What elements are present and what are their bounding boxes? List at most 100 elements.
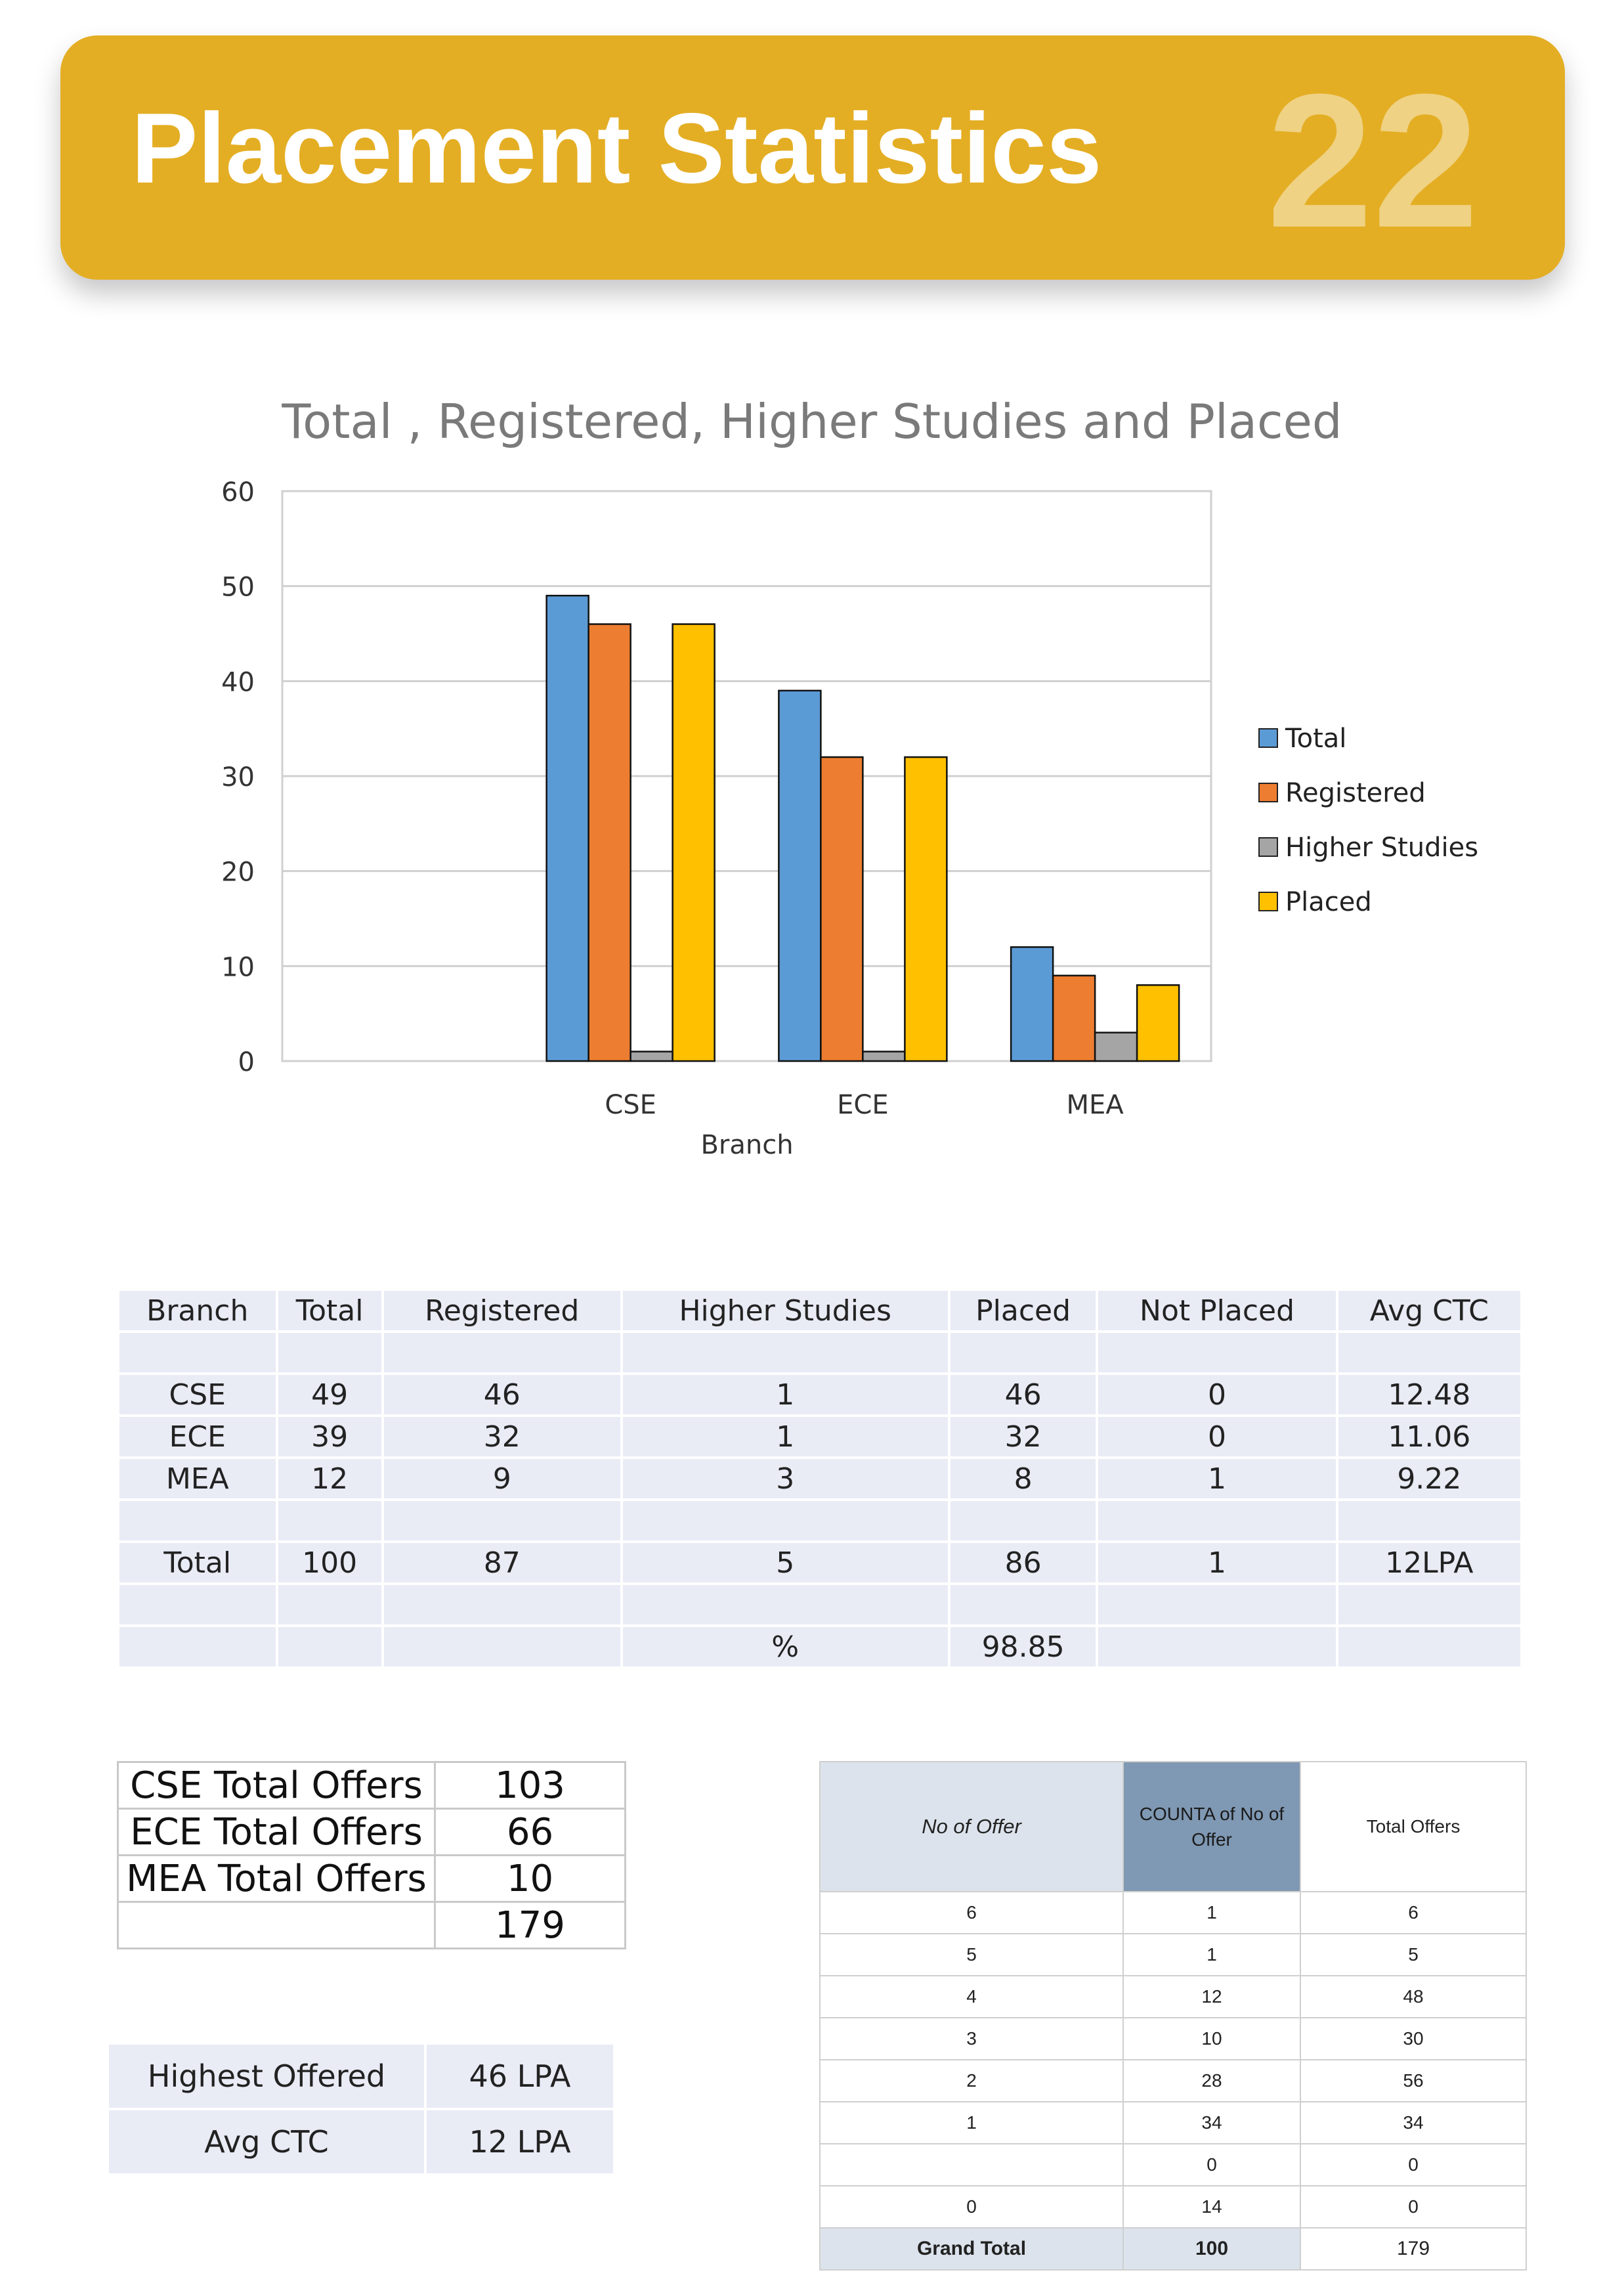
pivot-cell: 14 <box>1122 2185 1301 2229</box>
table-row: Total 100 87 5 86 1 12LPA <box>119 1543 1520 1582</box>
table-cell: 9.22 <box>1338 1459 1520 1498</box>
table-cell: 32 <box>950 1417 1096 1456</box>
pivot-header-row: No of Offer COUNTA of No of Offer Total Of… <box>819 1761 1527 1892</box>
table-row: CSE 49 46 1 46 0 12.48 <box>119 1375 1520 1414</box>
table-cell: 32 <box>383 1417 620 1456</box>
pivot-cell: 1 <box>819 2101 1124 2144</box>
table-cell <box>1338 1627 1520 1666</box>
table-cell: 1 <box>1098 1543 1336 1582</box>
bar-mea-placed <box>1136 984 1180 1062</box>
y-tick-label: 30 <box>221 762 255 793</box>
bar-ece-higher-studies <box>862 1051 906 1062</box>
table-cell <box>1098 1501 1336 1540</box>
table-cell <box>622 1501 948 1540</box>
table-row: ECE Total Offers 66 <box>117 1808 626 1856</box>
column-header: Branch <box>119 1291 276 1330</box>
legend-label: Registered <box>1285 778 1426 808</box>
table-row <box>119 1501 1520 1540</box>
offer-count: 179 <box>434 1901 626 1949</box>
offer-label <box>117 1901 436 1949</box>
legend-label: Placed <box>1285 887 1372 917</box>
legend-swatch <box>1258 837 1278 857</box>
y-tick-label: 10 <box>221 952 255 982</box>
pivot-cell: 0 <box>819 2185 1124 2229</box>
pivot-cell: 6 <box>819 1891 1124 1934</box>
table-cell: 11.06 <box>1338 1417 1520 1456</box>
pivot-cell: 6 <box>1300 1891 1527 1934</box>
table-cell: 0 <box>1098 1417 1336 1456</box>
table-row: 179 <box>117 1901 626 1949</box>
table-cell <box>278 1333 381 1372</box>
header-banner <box>60 35 1565 280</box>
table-row: Avg CTC 12 LPA <box>109 2110 613 2173</box>
legend-swatch <box>1258 728 1278 748</box>
pivot-header-counta: COUNTA of No of Offer <box>1122 1761 1301 1892</box>
bar-ece-total <box>778 689 822 1062</box>
pivot-header-no-of-offer: No of Offer <box>819 1761 1124 1892</box>
grand-total-label: Grand Total <box>819 2227 1124 2271</box>
table-cell: 1 <box>622 1417 948 1456</box>
table-cell: 87 <box>383 1543 620 1582</box>
x-tick-label: ECE <box>837 1090 888 1120</box>
x-axis-title: Branch <box>700 1130 793 1160</box>
table-cell: 39 <box>278 1417 381 1456</box>
table-row: MEA Total Offers 10 <box>117 1854 626 1903</box>
pivot-row: 2 28 56 <box>819 2059 1527 2102</box>
pivot-cell: 34 <box>1122 2101 1301 2144</box>
table-row: Highest Offered 46 LPA <box>109 2045 613 2108</box>
table-cell: 1 <box>622 1375 948 1414</box>
y-tick-label: 50 <box>221 573 255 603</box>
table-cell <box>119 1501 276 1540</box>
table-cell <box>950 1585 1096 1624</box>
table-cell: 12LPA <box>1338 1543 1520 1582</box>
table-cell <box>278 1585 381 1624</box>
y-tick-label: 0 <box>238 1047 255 1077</box>
pivot-cell: 0 <box>1122 2143 1301 2186</box>
pivot-cell: 34 <box>1300 2101 1527 2144</box>
table-cell <box>950 1333 1096 1372</box>
table-cell <box>119 1627 276 1666</box>
table-row <box>119 1585 1520 1624</box>
table-cell: 46 <box>383 1375 620 1414</box>
chart-title: Total , Registered, Higher Studies and P… <box>282 394 1342 449</box>
table-cell <box>383 1333 620 1372</box>
pivot-cell: 1 <box>1122 1891 1301 1934</box>
table-cell <box>1098 1585 1336 1624</box>
column-header: Higher Studies <box>622 1291 948 1330</box>
pivot-cell: 5 <box>819 1933 1124 1976</box>
bar-mea-registered <box>1052 974 1096 1062</box>
pivot-cell: 1 <box>1122 1933 1301 1976</box>
legend-label: Total <box>1285 724 1346 754</box>
pivot-cell: 4 <box>819 1975 1124 2018</box>
table-cell: 46 <box>950 1375 1096 1414</box>
table-row: ECE 39 32 1 32 0 11.06 <box>119 1417 1520 1456</box>
offer-label: CSE Total Offers <box>117 1761 436 1810</box>
pivot-cell: 3 <box>819 2017 1124 2060</box>
bar-mea-total <box>1010 946 1054 1062</box>
table-cell <box>383 1585 620 1624</box>
branch-stats-table: Branch Total Registered Higher Studies Place… <box>117 1288 1523 1669</box>
table-cell <box>1338 1585 1520 1624</box>
grand-total-offers: 179 <box>1300 2227 1527 2271</box>
pivot-row: 3 10 30 <box>819 2017 1527 2060</box>
pivot-cell: 5 <box>1300 1933 1527 1976</box>
pivot-cell <box>819 2143 1124 2186</box>
table-cell: Total <box>119 1543 276 1582</box>
table-cell: % <box>622 1627 948 1666</box>
pivot-cell: 12 <box>1122 1975 1301 2018</box>
offer-count: 10 <box>434 1854 626 1903</box>
table-cell: CSE <box>119 1375 276 1414</box>
y-tick-label: 60 <box>221 477 255 508</box>
table-cell <box>622 1585 948 1624</box>
x-tick-label: MEA <box>1067 1090 1124 1120</box>
table-cell <box>1098 1627 1336 1666</box>
column-header: Registered <box>383 1291 620 1330</box>
table-cell: 100 <box>278 1543 381 1582</box>
table-cell <box>278 1501 381 1540</box>
bar-cse-higher-studies <box>630 1051 673 1062</box>
pivot-row: 4 12 48 <box>819 1975 1527 2018</box>
table-cell: 9 <box>383 1459 620 1498</box>
